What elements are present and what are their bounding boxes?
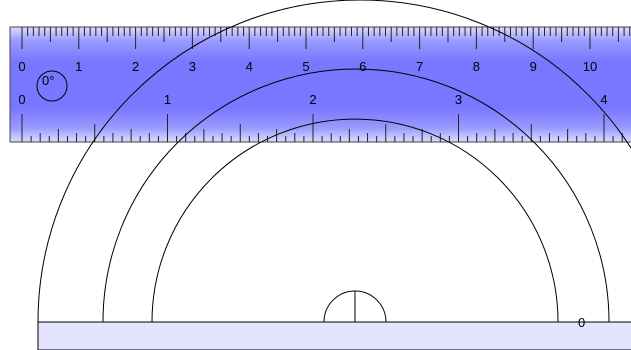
inch-label: 2 — [309, 92, 316, 107]
ruler-body[interactable] — [9, 26, 631, 143]
inch-tick-marks — [21, 114, 623, 142]
protractor-zero-label: 0 — [578, 315, 585, 330]
cm-label: 6 — [359, 59, 366, 74]
protractor-outer-arc[interactable] — [37, 0, 631, 323]
rotate-handle[interactable]: 0° — [36, 70, 68, 102]
cm-label: 2 — [132, 59, 139, 74]
cm-label: 9 — [530, 59, 537, 74]
cm-label: 3 — [189, 59, 196, 74]
cm-tick-marks — [21, 27, 631, 49]
protractor-inner-arc — [151, 118, 559, 323]
protractor-base[interactable] — [37, 321, 631, 350]
rotation-angle-label: 0° — [42, 73, 54, 88]
protractor-middle-arc — [102, 68, 610, 323]
inch-scale-labels: 0 1 2 3 4 — [18, 92, 607, 107]
cm-label: 5 — [302, 59, 309, 74]
inch-label: 0 — [18, 92, 25, 107]
ruler[interactable]: 0 1 2 3 4 5 6 7 8 9 10 0 1 2 3 4 0° — [9, 26, 631, 143]
inch-label: 4 — [600, 92, 607, 107]
cm-label: 7 — [416, 59, 423, 74]
cm-label: 0 — [18, 59, 25, 74]
cm-label: 8 — [473, 59, 480, 74]
protractor[interactable]: 0 — [37, 0, 631, 350]
inch-label: 3 — [455, 92, 462, 107]
protractor-center-handle[interactable] — [323, 290, 387, 323]
cm-label: 4 — [246, 59, 253, 74]
cm-label: 1 — [75, 59, 82, 74]
inch-label: 1 — [164, 92, 171, 107]
cm-label: 10 — [583, 59, 597, 74]
cm-scale-labels: 0 1 2 3 4 5 6 7 8 9 10 — [18, 59, 597, 74]
rotate-circle-icon[interactable] — [36, 70, 68, 102]
